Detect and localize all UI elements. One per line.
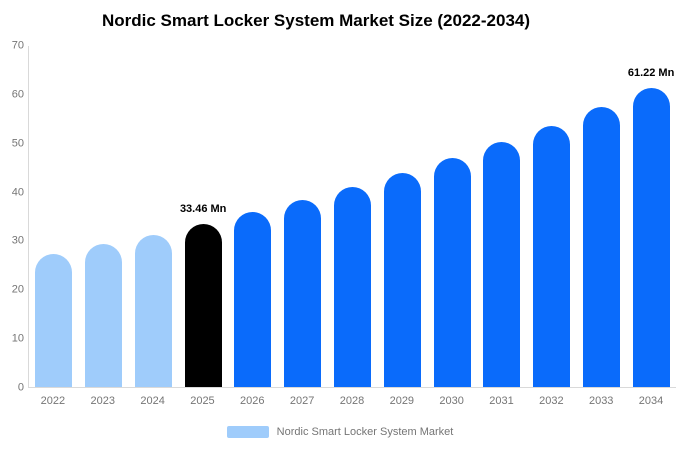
bar-column-2034: 61.22 Mn: [626, 46, 676, 387]
y-tick-label-0: 0: [17, 381, 24, 394]
x-tick-label-2025: 2025: [190, 395, 215, 407]
bar-column-2028: [328, 46, 378, 387]
bar-2033[interactable]: [582, 107, 620, 387]
y-tick-label-30: 30: [11, 234, 24, 247]
x-tick-label-2024: 2024: [140, 395, 165, 407]
x-tick-label-2033: 2033: [588, 395, 614, 407]
chart-title: Nordic Smart Locker System Market Size (…: [101, 11, 531, 30]
x-tick-label-2026: 2026: [240, 395, 265, 407]
x-tick-label-2030: 2030: [439, 395, 464, 407]
bar-2030[interactable]: [433, 158, 471, 387]
bar-2026[interactable]: [234, 212, 272, 387]
y-tick-label-20: 20: [11, 283, 24, 296]
plot-area: 33.46 Mn 61.22 Mn: [28, 46, 676, 388]
bar-column-2023: [79, 46, 129, 387]
x-tick-label-2032: 2032: [539, 395, 564, 407]
data-label-2025: 33.46 Mn: [179, 202, 227, 215]
legend-label: Nordic Smart Locker System Market: [276, 426, 454, 438]
bar-column-2026: [228, 46, 278, 387]
bar-column-2031: [477, 46, 527, 387]
bar-2027[interactable]: [284, 199, 322, 387]
x-tick-label-2023: 2023: [90, 395, 115, 407]
y-tick-label-60: 60: [11, 88, 24, 101]
y-tick-label-50: 50: [11, 137, 24, 150]
bar-2032[interactable]: [533, 125, 571, 387]
x-axis: 2022 2023 2024 2025 2026 2027 2028 2029 2030 2031…: [28, 395, 676, 407]
bar-column-2022: [29, 46, 79, 387]
bar-2025[interactable]: [184, 223, 222, 387]
bar-2022[interactable]: [35, 253, 73, 387]
y-tick-label-40: 40: [11, 186, 24, 199]
bar-column-2033: [576, 46, 626, 387]
legend-swatch: [226, 426, 269, 438]
bar-column-2025: 33.46 Mn: [178, 46, 228, 387]
y-tick-label-70: 70: [11, 39, 24, 52]
bar-2028[interactable]: [333, 187, 371, 387]
x-tick-label-2022: 2022: [40, 395, 66, 407]
y-axis: 0 10 20 30 40 50 60 70: [0, 40, 24, 393]
bar-column-2027: [278, 46, 328, 387]
x-tick-label-2034: 2034: [638, 395, 664, 407]
x-tick-label-2029: 2029: [389, 395, 415, 407]
data-label-2034: 61.22 Mn: [627, 66, 675, 79]
bar-2029[interactable]: [383, 173, 421, 387]
legend[interactable]: Nordic Smart Locker System Market: [0, 426, 680, 438]
bar-2023[interactable]: [85, 244, 123, 387]
bar-column-2024: [129, 46, 179, 387]
bar-column-2029: [377, 46, 427, 387]
x-tick-label-2028: 2028: [339, 395, 365, 407]
y-tick-label-10: 10: [11, 332, 24, 345]
bar-column-2032: [527, 46, 577, 387]
bar-2031[interactable]: [483, 142, 521, 387]
bar-column-2030: [427, 46, 477, 387]
bar-2034[interactable]: [632, 87, 670, 387]
x-tick-label-2031: 2031: [489, 395, 514, 407]
bar-2024[interactable]: [134, 234, 172, 387]
x-tick-label-2027: 2027: [289, 395, 315, 407]
